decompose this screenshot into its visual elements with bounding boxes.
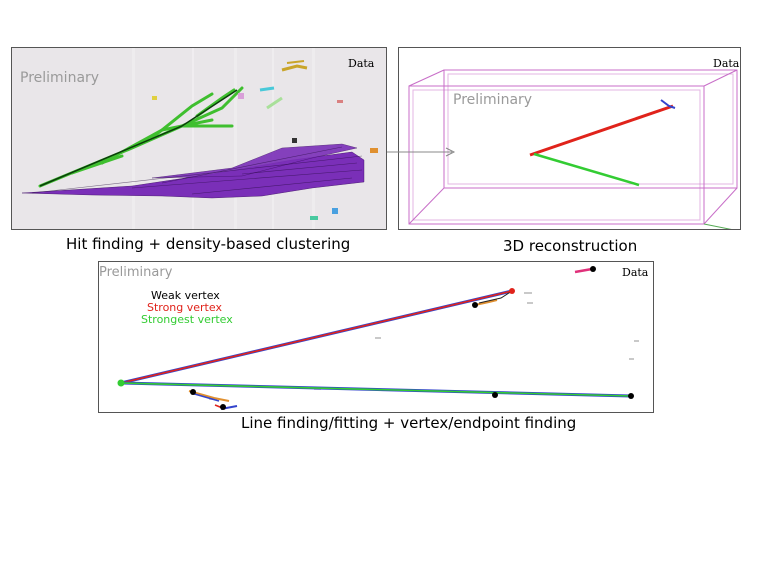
weak-vertex-marker-1: [472, 302, 478, 308]
detector-box: [408, 69, 738, 225]
blue-track: [660, 99, 676, 109]
small-clusters: [152, 60, 378, 220]
reconstruction-3d-display: [408, 69, 738, 229]
reconstruction-3d-caption: 3D reconstruction: [503, 237, 638, 255]
line-finding-caption: Line finding/fitting + vertex/endpoint f…: [241, 414, 577, 432]
legend-strongest-vertex: Strongest vertex: [141, 313, 233, 326]
weak-vertex-marker-3: [220, 404, 226, 410]
line-finding-data-tag: Data: [622, 266, 649, 279]
hit-finding-caption: Hit finding + density-based clustering: [66, 235, 351, 253]
red-track: [529, 104, 674, 157]
reconstruction-3d-watermark: Preliminary: [453, 92, 533, 108]
weak-vertex-marker-4: [492, 392, 498, 398]
strong-vertex-marker: [509, 288, 515, 294]
reconstruction-3d-data-tag: Data: [713, 57, 740, 70]
weak-vertex-marker-2: [190, 389, 196, 395]
hit-finding-event-display: [21, 48, 378, 229]
segment-top-right: [574, 267, 593, 274]
purple-cluster-texture: [31, 146, 363, 195]
line-to-upper-vertex-fit: [120, 290, 513, 384]
line-to-right-endpoint-fit: [120, 382, 632, 397]
legend-weak-vertex: Weak vertex: [151, 289, 220, 302]
green-track: [533, 152, 640, 187]
segment-upper-right: [474, 299, 498, 306]
strongest-vertex-marker: [117, 379, 125, 387]
line-finding-watermark: Preliminary: [99, 265, 173, 280]
weak-vertex-marker-6: [590, 266, 596, 272]
reconstruction-3d-panel: Preliminary Data: [398, 47, 741, 230]
line-finding-panel: Preliminary Data Weak vertex Strong vert…: [98, 261, 654, 413]
weak-vertex-marker-5: [628, 393, 634, 399]
legend-strong-vertex: Strong vertex: [147, 301, 222, 314]
background-streaks: [132, 48, 315, 229]
segment-lower-left: [188, 390, 230, 402]
line-finding-display: [117, 266, 639, 410]
hit-finding-watermark: Preliminary: [20, 70, 100, 86]
box-corner-edge: [703, 223, 732, 229]
hit-finding-panel: Preliminary Data: [11, 47, 387, 230]
hit-finding-data-tag: Data: [348, 57, 375, 70]
green-cluster-core: [39, 89, 238, 187]
